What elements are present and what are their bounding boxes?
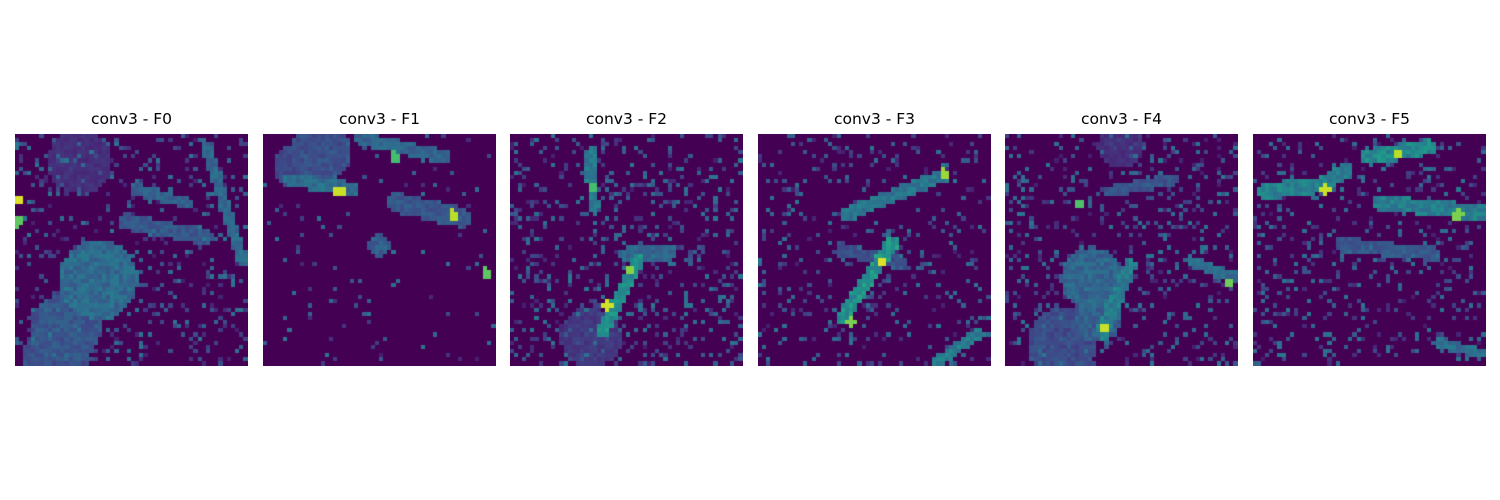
heatmap-f2	[510, 134, 743, 366]
feature-map-panel-4: conv3 - F4	[1005, 108, 1238, 366]
feature-map-panel-3: conv3 - F3	[758, 108, 991, 366]
panel-title: conv3 - F5	[1328, 110, 1411, 128]
heatmap-f1	[263, 134, 496, 366]
panel-title: conv3 - F1	[338, 110, 421, 128]
feature-map-panel-5: conv3 - F5	[1253, 108, 1486, 366]
heatmap-f0	[15, 134, 248, 366]
heatmap-f5	[1253, 134, 1486, 366]
feature-map-panel-2: conv3 - F2	[510, 108, 743, 366]
panel-title: conv3 - F2	[585, 110, 668, 128]
heatmap-f4	[1005, 134, 1238, 366]
panel-title: conv3 - F3	[833, 110, 916, 128]
heatmap-f3	[758, 134, 991, 366]
feature-map-panel-1: conv3 - F1	[263, 108, 496, 366]
feature-map-panel-0: conv3 - F0	[15, 108, 248, 366]
panel-title: conv3 - F0	[90, 110, 173, 128]
panel-title: conv3 - F4	[1080, 110, 1163, 128]
